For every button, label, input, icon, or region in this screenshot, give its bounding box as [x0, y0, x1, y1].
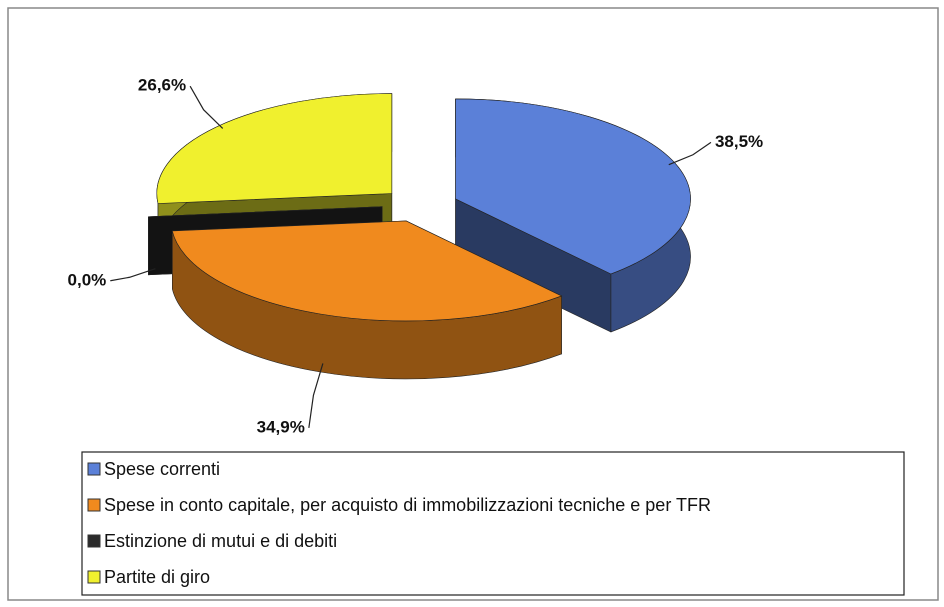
leader-line [110, 268, 156, 282]
leader-line [189, 85, 224, 129]
slice [171, 220, 563, 322]
legend-swatch [87, 570, 101, 584]
data-label: 34,9% [257, 417, 305, 436]
legend-label: Estinzione di mutui e di debiti [104, 531, 337, 551]
legend: Spese correnti Spese in conto capitale, p… [87, 459, 711, 587]
slice [156, 93, 393, 204]
data-label: 0,0% [68, 270, 107, 289]
slice [171, 220, 563, 380]
legend-swatch [87, 498, 101, 512]
data-label: 38,5% [715, 132, 763, 151]
legend-box [81, 451, 905, 596]
pie: 26,6% 38,5% 0,0% 34,9% [68, 76, 764, 437]
legend-label: Spese in conto capitale, per acquisto di… [104, 495, 711, 515]
legend-label: Spese correnti [104, 459, 220, 479]
slice [455, 98, 691, 333]
leader-line [668, 141, 712, 166]
legend-swatch [87, 534, 101, 548]
data-label: 26,6% [138, 76, 186, 95]
legend-label: Partite di giro [104, 567, 210, 587]
legend-swatch [87, 462, 101, 476]
slice [455, 98, 691, 275]
leader-line [308, 363, 324, 428]
